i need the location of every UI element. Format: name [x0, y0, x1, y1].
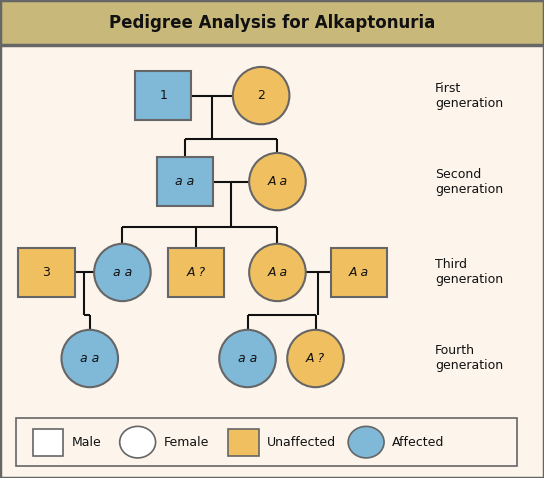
Ellipse shape: [249, 153, 306, 210]
Text: A ?: A ?: [306, 352, 325, 365]
FancyBboxPatch shape: [157, 157, 213, 206]
FancyBboxPatch shape: [33, 429, 63, 456]
Text: Pedigree Analysis for Alkaptonuria: Pedigree Analysis for Alkaptonuria: [109, 14, 435, 32]
FancyBboxPatch shape: [16, 418, 517, 466]
Text: A a: A a: [349, 266, 369, 279]
Ellipse shape: [219, 330, 276, 387]
Ellipse shape: [94, 244, 151, 301]
Text: a a: a a: [238, 352, 257, 365]
Ellipse shape: [287, 330, 344, 387]
Text: Female: Female: [164, 435, 209, 449]
Text: 1: 1: [159, 89, 167, 102]
FancyBboxPatch shape: [168, 248, 224, 297]
FancyBboxPatch shape: [0, 0, 544, 45]
FancyBboxPatch shape: [18, 248, 75, 297]
Text: a a: a a: [80, 352, 100, 365]
Ellipse shape: [233, 67, 289, 124]
Text: Affected: Affected: [392, 435, 444, 449]
Text: A a: A a: [268, 175, 287, 188]
Text: Second
generation: Second generation: [435, 168, 503, 196]
FancyBboxPatch shape: [135, 71, 191, 120]
Text: A ?: A ?: [186, 266, 206, 279]
Text: Fourth
generation: Fourth generation: [435, 345, 503, 372]
Ellipse shape: [61, 330, 118, 387]
Text: a a: a a: [175, 175, 195, 188]
Text: 3: 3: [42, 266, 50, 279]
Text: a a: a a: [113, 266, 132, 279]
FancyBboxPatch shape: [331, 248, 387, 297]
Ellipse shape: [348, 426, 384, 458]
Text: Third
generation: Third generation: [435, 259, 503, 286]
Ellipse shape: [249, 244, 306, 301]
Text: 2: 2: [257, 89, 265, 102]
FancyBboxPatch shape: [228, 429, 259, 456]
Ellipse shape: [120, 426, 156, 458]
Text: A a: A a: [268, 266, 287, 279]
Text: Male: Male: [71, 435, 101, 449]
Text: Unaffected: Unaffected: [267, 435, 336, 449]
Text: First
generation: First generation: [435, 82, 503, 109]
